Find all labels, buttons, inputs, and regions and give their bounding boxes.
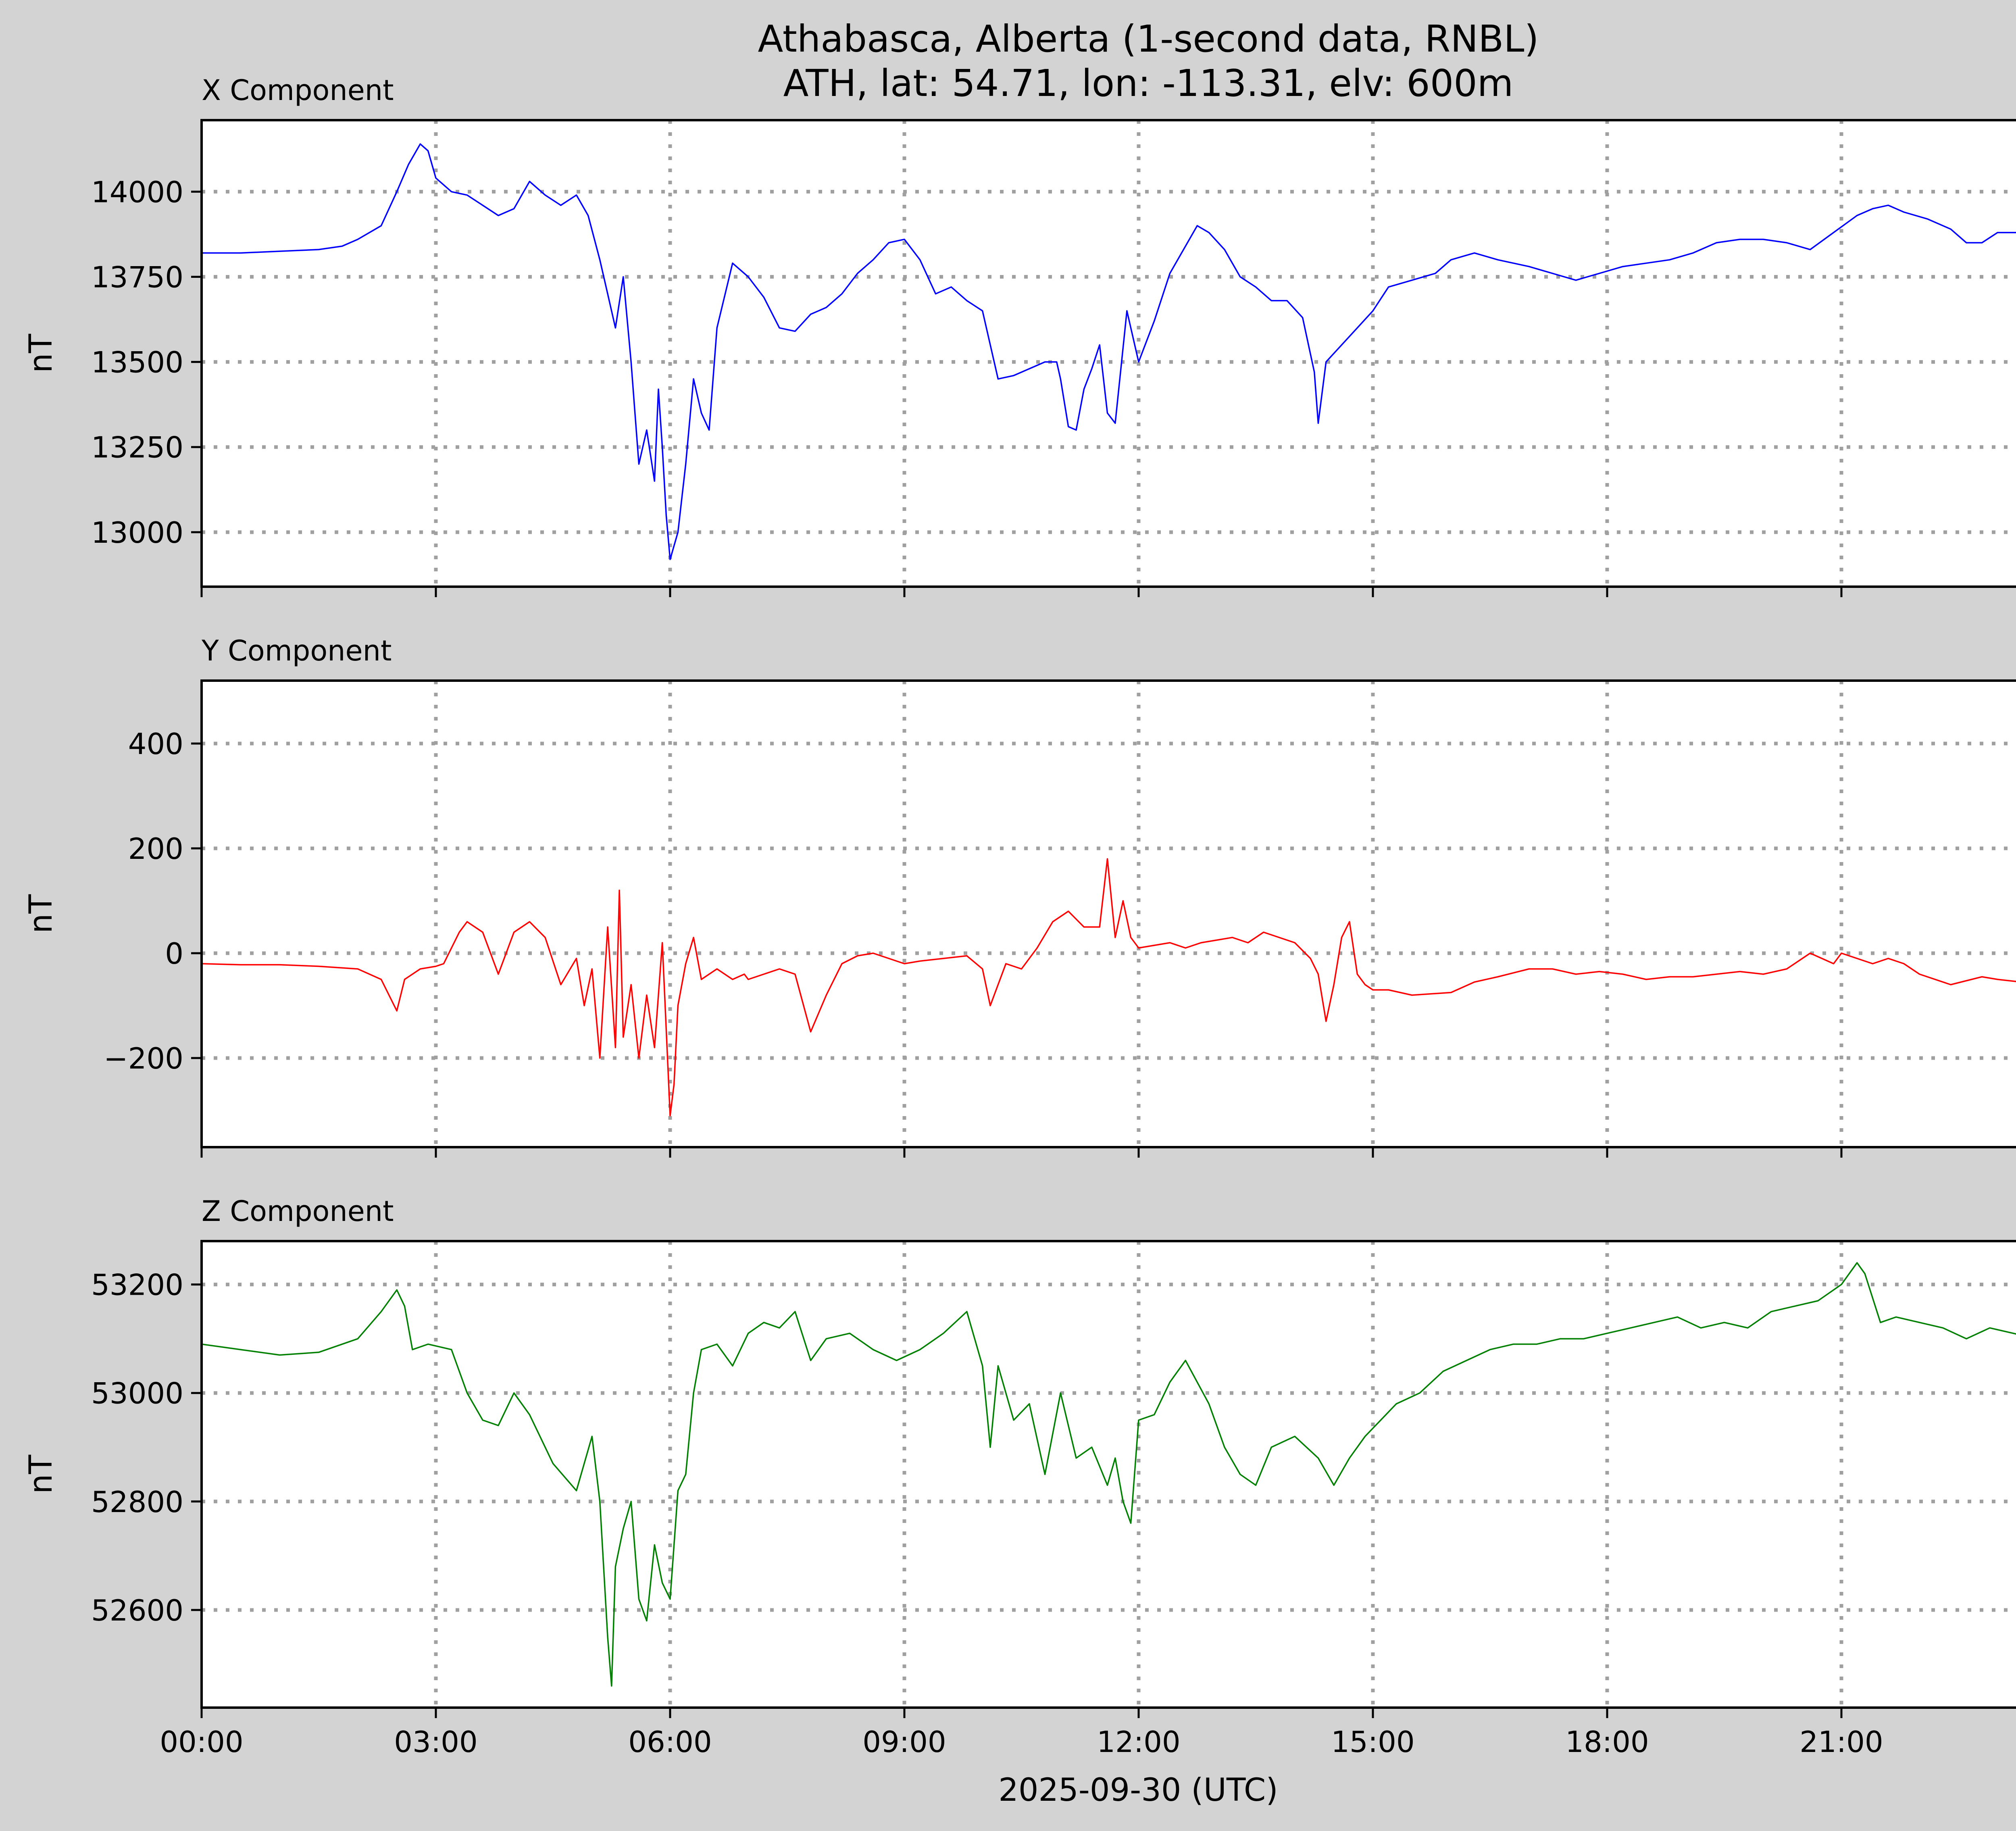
y-component-panel: −200 0 200 400 Y Component nT — [23, 634, 2016, 1158]
x-component-ytick-label: 13250 — [91, 431, 183, 465]
z-component-ytick-label: 53200 — [91, 1268, 183, 1302]
z-component-xtick-label: 18:00 — [1565, 1725, 1649, 1759]
figure-title-line-1: Athabasca, Alberta (1-second data, RNBL) — [758, 17, 1539, 60]
x-axis-label: 2025-09-30 (UTC) — [998, 1772, 1278, 1808]
y-component-ylabel: nT — [23, 894, 59, 933]
z-component-ytick-label: 52600 — [91, 1594, 183, 1627]
z-component-panel: 52600 52800 53000 53200 00:00 03:00 06:00 09:00… — [23, 1195, 2016, 1759]
z-component-xtick-label: 09:00 — [862, 1725, 946, 1759]
z-component-xtick-label: 15:00 — [1331, 1725, 1415, 1759]
z-component-ylabel: nT — [23, 1455, 59, 1494]
y-component-ytick-label: 0 — [165, 937, 183, 971]
figure-title-line-2: ATH, lat: 54.71, lon: -113.31, elv: 600m — [783, 62, 1514, 105]
x-component-plot-area — [202, 120, 2016, 587]
x-component-panel: 13000 13250 13500 13750 14000 X Component nT — [23, 74, 2016, 597]
z-component-series-line — [201, 1262, 2016, 1687]
z-component-xtick-label: 00:00 — [160, 1725, 244, 1759]
y-component-plot-area — [202, 681, 2016, 1147]
y-component-ytick-label: 400 — [128, 727, 183, 761]
z-component-title: Z Component — [202, 1195, 394, 1228]
y-component-title: Y Component — [201, 634, 392, 667]
y-component-ytick-label: 200 — [128, 832, 183, 866]
x-component-ytick-label: 14000 — [91, 175, 183, 209]
z-component-xtick-label: 12:00 — [1097, 1725, 1181, 1759]
x-component-title: X Component — [202, 74, 394, 107]
z-component-ytick-label: 52800 — [91, 1485, 183, 1519]
z-component-xtick-label: 21:00 — [1799, 1725, 1883, 1759]
z-component-ytick-label: 53000 — [91, 1377, 183, 1410]
z-component-xtick-label: 06:00 — [628, 1725, 712, 1759]
x-component-ytick-label: 13500 — [91, 346, 183, 379]
z-component-plot-area — [202, 1241, 2016, 1708]
x-component-ytick-label: 13750 — [91, 260, 183, 294]
x-component-ylabel: nT — [23, 334, 59, 373]
x-component-series-line — [202, 143, 2016, 560]
x-component-ytick-label: 13000 — [91, 516, 183, 550]
y-component-ytick-label: −200 — [104, 1042, 183, 1075]
z-component-xtick-label: 03:00 — [394, 1725, 478, 1759]
y-component-series-line — [201, 858, 2016, 1117]
